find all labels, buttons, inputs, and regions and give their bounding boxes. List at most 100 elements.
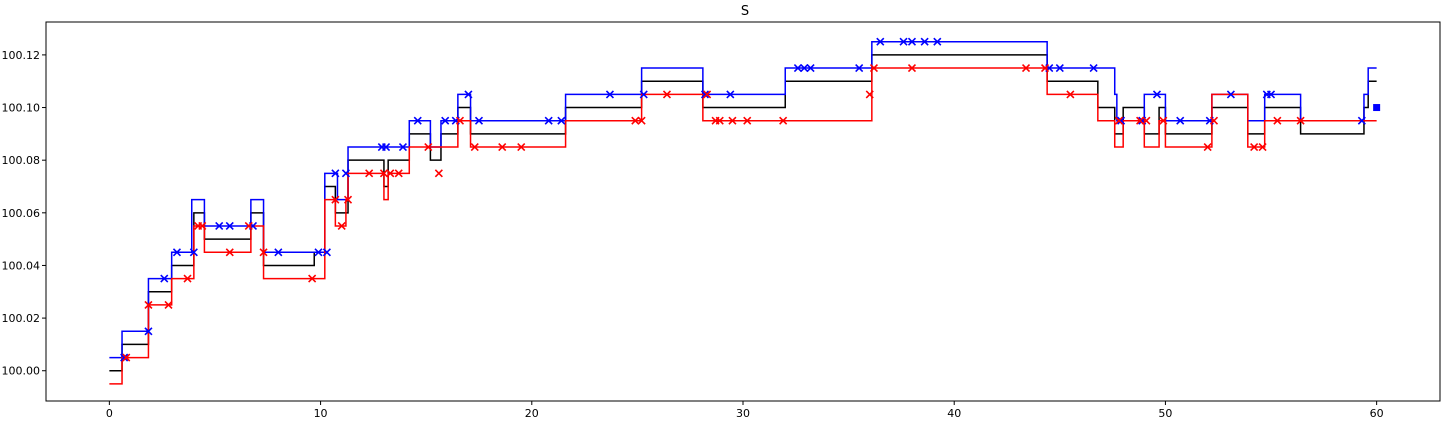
ask-trades-marker (322, 248, 331, 257)
ask-trades-marker (806, 63, 815, 73)
bid-trades-marker (1040, 63, 1050, 73)
bid-trades-marker (1250, 142, 1259, 152)
ask-trades-marker (215, 221, 224, 231)
ask-trades-marker (1266, 90, 1276, 99)
bid-trades-marker (1114, 116, 1124, 125)
bid-trades-marker (144, 300, 153, 309)
ask-trades-marker (331, 169, 340, 178)
bid-trades-marker (343, 195, 353, 204)
x-tick-label: 50 (1158, 407, 1172, 420)
bid-trades-marker (517, 142, 526, 152)
last-quote-marker (1373, 104, 1381, 112)
y-tick-label: 100.02 (2, 312, 41, 325)
bid-trades-marker (331, 195, 340, 204)
ask-trades-marker (144, 327, 153, 336)
chart-title: S (741, 4, 749, 19)
y-tick-label: 100.00 (2, 365, 41, 378)
bid-trades-marker (1296, 116, 1305, 125)
bid-trades-marker (455, 116, 465, 125)
bid-trades-marker (1142, 116, 1151, 125)
ask-trades-marker (920, 37, 929, 46)
bid-trades-marker (662, 90, 672, 99)
bid-trades-marker (259, 248, 268, 257)
bid-trades-marker (907, 63, 917, 73)
bid-trades-marker (244, 221, 253, 231)
bid-trades-marker (470, 142, 479, 152)
bid-trades-marker (637, 116, 646, 125)
ask-trades-marker (800, 63, 809, 73)
ask-trades-marker (1055, 63, 1064, 73)
ask-series-line (109, 40, 1377, 359)
bid-trades-marker (1203, 142, 1212, 152)
x-tick-label: 60 (1370, 407, 1384, 420)
x-tick-label: 30 (736, 407, 750, 420)
bid-trades-marker (1136, 116, 1145, 125)
bid-trades-marker (1159, 116, 1168, 125)
ask-trades-marker (1176, 116, 1185, 125)
bid-trades-marker (386, 169, 395, 178)
ask-trades-marker (933, 37, 942, 46)
bid-trades-marker (869, 63, 879, 73)
ask-trades-marker (876, 37, 885, 46)
bid-trades-marker (779, 116, 788, 125)
bid-trades-marker (122, 353, 131, 362)
ask-trades-marker (474, 116, 484, 125)
series-layer (109, 40, 1377, 385)
ask-trades-marker (700, 90, 710, 99)
ask-trades-marker (855, 63, 864, 73)
ask-trades-marker (160, 274, 169, 283)
ask-trades-marker (907, 37, 917, 46)
bid-trades-marker (225, 248, 234, 257)
ask-trades-marker (120, 353, 129, 362)
bid-trades-marker (703, 90, 712, 99)
ask-trades-marker (341, 169, 350, 178)
bid-trades-marker (865, 90, 874, 99)
ask-trades-marker (1357, 116, 1366, 125)
ask-trades-marker (413, 116, 422, 125)
ask-trades-marker (172, 248, 182, 257)
ask-trades-marker (557, 116, 566, 125)
bid-trades-marker (337, 221, 346, 231)
ask-trades-marker (381, 142, 391, 152)
plot-frame (45, 21, 1441, 402)
bid-trades-marker (728, 116, 737, 125)
mid-series-line (109, 54, 1377, 372)
bid-trades-marker (1066, 90, 1075, 99)
ask-trades-marker (1152, 90, 1162, 99)
bid-trades-marker (198, 221, 207, 231)
bid-trades-marker (164, 300, 173, 309)
bid-trades-marker (308, 274, 317, 283)
ask-trades-marker (793, 63, 802, 73)
x-tick-label: 10 (314, 407, 328, 420)
ask-trades-marker (899, 37, 908, 46)
bid-trades-marker (1258, 142, 1267, 152)
ask-trades-marker (639, 90, 648, 99)
ask-trades-marker (189, 248, 198, 257)
y-tick-label: 100.10 (2, 102, 41, 115)
plot-area (45, 21, 1441, 402)
ask-trades-marker (544, 116, 553, 125)
bid-trades-marker (424, 142, 433, 152)
ask-trades-marker (398, 142, 408, 152)
bid-trades-marker (1209, 116, 1219, 125)
x-axis: 0 10 20 30 40 50 60 (106, 401, 1384, 420)
bid-trades-marker (379, 169, 389, 178)
ask-trades-marker (1117, 116, 1126, 125)
ask-trades-marker (274, 248, 283, 257)
bid-trades-marker (743, 116, 752, 125)
bid-trades-marker (183, 274, 192, 283)
bid-series-line (109, 67, 1377, 385)
bid-trades-marker (394, 169, 403, 178)
bid-trades-marker (1273, 116, 1282, 125)
bid-trades-marker (434, 169, 443, 178)
ask-trades-marker (1226, 90, 1235, 99)
ask-trades-marker (441, 116, 450, 125)
bid-trades-marker (498, 142, 507, 152)
x-tick-label: 40 (947, 407, 961, 420)
x-tick-label: 20 (525, 407, 539, 420)
bid-trades-marker (1021, 63, 1031, 73)
y-tick-label: 100.08 (2, 154, 41, 167)
y-tick-label: 100.06 (2, 207, 41, 220)
ask-trades-marker (726, 90, 735, 99)
